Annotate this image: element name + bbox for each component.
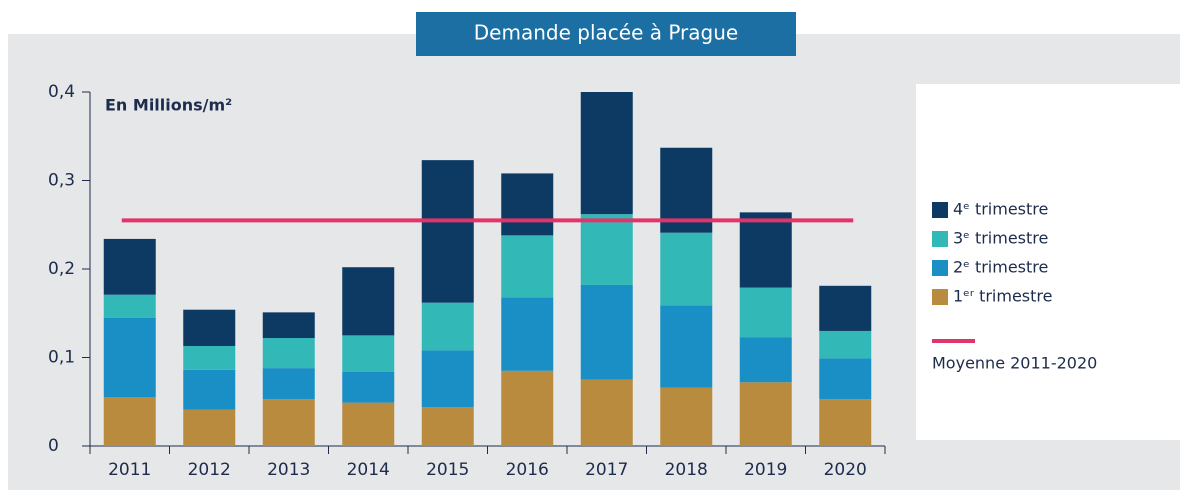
y-tick-label: 0 bbox=[48, 436, 59, 456]
bar-segment bbox=[421, 160, 474, 303]
x-tick-label: 2019 bbox=[744, 460, 787, 480]
bar-segment bbox=[739, 337, 792, 383]
bar-segment bbox=[819, 330, 872, 359]
legend-label: 1ᵉʳ trimestre bbox=[953, 287, 1052, 306]
chart-title: Demande placée à Prague bbox=[474, 21, 738, 45]
y-tick-label: 0,2 bbox=[48, 259, 75, 279]
bar-segment bbox=[183, 369, 236, 410]
bar-segment bbox=[739, 287, 792, 338]
bar-segment bbox=[421, 350, 474, 408]
bar-segment bbox=[421, 302, 474, 351]
title-box bbox=[416, 12, 796, 56]
x-tick-label: 2014 bbox=[347, 460, 390, 480]
bar-segment bbox=[580, 284, 633, 380]
legend-swatch bbox=[932, 202, 948, 218]
bar-segment bbox=[580, 92, 633, 215]
y-tick-label: 0,3 bbox=[48, 171, 75, 191]
bar-segment bbox=[342, 335, 395, 372]
bar-segment bbox=[580, 379, 633, 446]
bar-segment bbox=[501, 235, 554, 298]
bar-segment bbox=[501, 370, 554, 446]
bar-segment bbox=[501, 297, 554, 371]
x-tick-label: 2020 bbox=[824, 460, 867, 480]
bar-segment bbox=[580, 214, 633, 285]
legend-swatch bbox=[932, 260, 948, 276]
x-tick-label: 2018 bbox=[665, 460, 708, 480]
bar-segment bbox=[739, 212, 792, 288]
bar-segment bbox=[262, 312, 315, 339]
bar-segment bbox=[103, 238, 156, 295]
legend-box bbox=[916, 84, 1180, 440]
bar-segment bbox=[342, 402, 395, 446]
bar-segment bbox=[342, 267, 395, 336]
legend-label: 4ᵉ trimestre bbox=[953, 200, 1048, 219]
x-tick-label: 2016 bbox=[506, 460, 549, 480]
legend-swatch bbox=[932, 289, 948, 305]
bar-segment bbox=[183, 409, 236, 446]
bar-segment bbox=[183, 309, 236, 346]
bar-segment bbox=[183, 345, 236, 370]
bar-segment bbox=[739, 382, 792, 446]
bar-segment bbox=[660, 232, 713, 306]
unit-label: En Millions/m² bbox=[105, 96, 232, 115]
legend-label: 3ᵉ trimestre bbox=[953, 229, 1048, 248]
bar-segment bbox=[262, 368, 315, 400]
x-tick-label: 2011 bbox=[108, 460, 151, 480]
bar-segment bbox=[421, 407, 474, 446]
y-tick-label: 0,1 bbox=[48, 348, 75, 368]
bar-segment bbox=[342, 371, 395, 403]
bar-segment bbox=[103, 397, 156, 446]
x-tick-label: 2015 bbox=[426, 460, 469, 480]
bar-segment bbox=[660, 305, 713, 388]
bar-segment bbox=[660, 387, 713, 446]
bar-segment bbox=[819, 399, 872, 446]
legend-label: 2ᵉ trimestre bbox=[953, 258, 1048, 277]
bar-segment bbox=[262, 338, 315, 369]
bar-segment bbox=[819, 285, 872, 331]
legend-label: Moyenne 2011-2020 bbox=[932, 354, 1097, 373]
x-tick-label: 2013 bbox=[267, 460, 310, 480]
bar-segment bbox=[103, 294, 156, 318]
legend-swatch bbox=[932, 231, 948, 247]
bar-segment bbox=[262, 399, 315, 446]
y-tick-label: 0,4 bbox=[48, 82, 75, 102]
x-tick-label: 2017 bbox=[585, 460, 628, 480]
bar-segment bbox=[103, 317, 156, 398]
x-tick-label: 2012 bbox=[188, 460, 231, 480]
bar-segment bbox=[819, 358, 872, 400]
bar-segment bbox=[501, 173, 554, 236]
